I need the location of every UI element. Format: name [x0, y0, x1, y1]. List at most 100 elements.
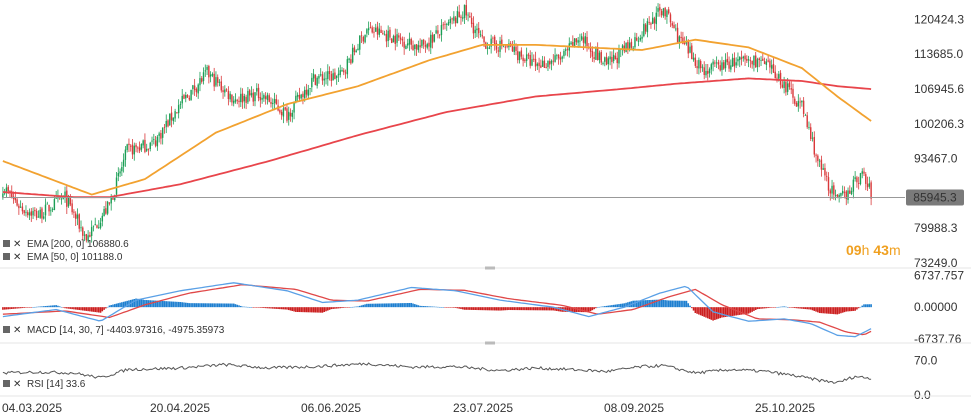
- candle-body: [177, 105, 180, 114]
- macd-histogram-bar: [399, 303, 402, 308]
- macd-histogram-bar: [71, 307, 73, 310]
- candle-body: [836, 194, 839, 197]
- candle-body: [841, 190, 844, 194]
- macd-histogram-bar: [268, 307, 271, 309]
- menu-icon[interactable]: [3, 240, 10, 247]
- candle-body: [83, 234, 86, 236]
- candle-body: [676, 27, 679, 43]
- macd-histogram-bar: [133, 298, 136, 308]
- candle-body: [46, 203, 48, 205]
- panel-resize-handle[interactable]: [485, 341, 495, 345]
- macd-histogram-bar: [208, 303, 210, 308]
- macd-histogram-bar: [643, 300, 645, 308]
- candle-body: [769, 60, 771, 68]
- macd-histogram-bar: [469, 307, 471, 310]
- macd-histogram-bar: [131, 299, 134, 308]
- candle-body: [426, 43, 428, 48]
- candle-body: [779, 72, 782, 85]
- close-icon[interactable]: ✕: [13, 325, 21, 336]
- menu-icon[interactable]: [3, 380, 10, 387]
- price-tick-label: 120424.3: [914, 12, 964, 26]
- candle-body: [98, 226, 100, 228]
- macd-histogram-bar: [833, 307, 835, 315]
- macd-histogram-bar: [738, 307, 741, 315]
- candle-body: [454, 17, 457, 24]
- candle-body: [218, 81, 221, 83]
- legend-rsi[interactable]: ✕ RSI [14] 33.6: [3, 379, 86, 390]
- candle-body: [859, 173, 862, 184]
- candle-body: [527, 54, 530, 56]
- candle-body: [543, 60, 546, 68]
- candle-body: [856, 177, 858, 183]
- legend-ema200[interactable]: ✕ EMA [200, 0] 106880.6: [3, 239, 129, 250]
- candle-body: [829, 190, 831, 194]
- candle-body: [630, 41, 633, 48]
- price-axis: 120424.3 113685.0 106945.6 100206.3 93467.0 7…: [2, 12, 964, 270]
- candle-body: [730, 65, 732, 70]
- candle-body: [788, 82, 791, 88]
- macd-histogram-bar: [83, 307, 86, 311]
- candle-body: [92, 225, 95, 227]
- candle-body: [577, 40, 579, 43]
- candle-body: [758, 58, 760, 60]
- candle-body: [589, 46, 592, 52]
- candle-body: [666, 10, 668, 18]
- panel-separators[interactable]: [0, 266, 971, 397]
- macd-histogram-bar: [843, 307, 846, 313]
- candle-body: [243, 95, 246, 102]
- candle-body: [749, 60, 752, 62]
- ema50-legend-label: EMA [50, 0] 101188.0: [27, 252, 123, 263]
- macd-histogram-bar: [785, 306, 787, 308]
- macd-histogram-bar: [588, 307, 590, 313]
- candle-body: [188, 97, 191, 100]
- legend-ema50[interactable]: ✕ EMA [50, 0] 101188.0: [3, 252, 123, 263]
- macd-histogram-bar: [463, 307, 466, 310]
- macd-histogram-bar: [90, 307, 93, 312]
- macd-histogram-bar: [112, 304, 114, 308]
- candle-body: [288, 111, 290, 120]
- macd-histogram-bar: [593, 307, 595, 310]
- close-icon[interactable]: ✕: [13, 379, 21, 390]
- candle-body: [80, 227, 82, 229]
- macd-histogram-bar: [394, 303, 397, 308]
- candle-body: [257, 87, 260, 99]
- macd-histogram-bar: [607, 305, 610, 308]
- candle-body: [224, 89, 226, 93]
- candle-body: [772, 64, 775, 73]
- macd-histogram-bar: [421, 305, 423, 308]
- candle-body: [733, 57, 736, 67]
- candle-body: [492, 37, 494, 39]
- macd-histogram-bar: [612, 304, 615, 308]
- close-icon[interactable]: ✕: [13, 239, 21, 250]
- macd-histogram-bar: [373, 303, 375, 308]
- macd-histogram-bar: [731, 307, 734, 316]
- candle-body: [78, 214, 80, 229]
- menu-icon[interactable]: [3, 326, 10, 333]
- macd-histogram-bar: [241, 306, 244, 308]
- candle-body: [486, 47, 489, 49]
- macd-histogram-bar: [540, 307, 542, 311]
- candle-body: [580, 36, 583, 40]
- menu-icon[interactable]: [3, 253, 10, 260]
- candle-body: [469, 15, 471, 18]
- macd-histogram-bar: [511, 307, 514, 311]
- macd-histogram-bar: [840, 307, 842, 314]
- macd-histogram-bar: [330, 307, 333, 310]
- macd-histogram-bar: [547, 307, 549, 311]
- macd-histogram-bar: [701, 307, 704, 317]
- macd-histogram-bar: [227, 303, 230, 308]
- candle-body: [343, 70, 345, 73]
- candle-body: [360, 35, 363, 37]
- candle-body: [481, 35, 483, 37]
- macd-histogram-bar: [32, 307, 34, 308]
- close-icon[interactable]: ✕: [13, 252, 21, 263]
- panel-resize-handle[interactable]: [485, 266, 495, 270]
- macd-histogram-bar: [30, 307, 33, 308]
- candle-body: [719, 65, 721, 71]
- macd-histogram-bar: [690, 307, 693, 309]
- candle-body: [680, 36, 682, 39]
- legend-macd[interactable]: ✕ MACD [14, 30, 7] -4403.97316, -4975.35…: [3, 325, 225, 336]
- candle-body: [438, 34, 441, 36]
- candle-body: [616, 57, 618, 64]
